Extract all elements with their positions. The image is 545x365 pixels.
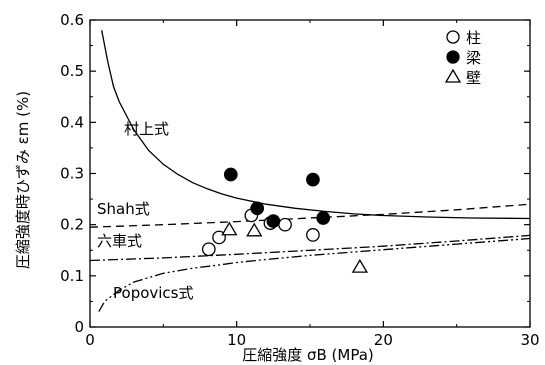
axis-ticks: 0 10 20 30 0 0.1 0.2 0.3 0.4 0.5 0.6: [60, 11, 539, 349]
y-tick-label: 0.3: [60, 165, 84, 183]
legend-label-column: 柱: [466, 29, 481, 47]
data-point-s0-4: [278, 217, 292, 232]
curve-line-1: [89, 203, 531, 228]
y-axis-title: 圧縮強度時ひずみ εm (%): [14, 91, 32, 269]
legend-marker-wall: [444, 68, 462, 83]
x-tick-label: 20: [374, 331, 393, 349]
data-point-s2-0: [221, 221, 238, 236]
data-point-s1-1: [250, 201, 265, 216]
data-point-s0-0: [201, 242, 216, 257]
y-tick-label: 0.2: [60, 216, 84, 234]
x-axis-title: 圧縮強度 σB (MPa): [242, 346, 374, 364]
y-tick-label: 0.4: [60, 113, 84, 131]
curve-label-rokusha: 六車式: [97, 232, 142, 250]
data-point-s0-5: [306, 228, 320, 242]
x-tick-label: 10: [227, 331, 246, 349]
data-point-s2-2: [351, 258, 368, 273]
curve-label-popovics: Popovics式: [113, 284, 194, 302]
legend: 柱 梁 壁: [444, 29, 481, 87]
data-point-s1-3: [306, 172, 320, 187]
curve-line-3: [98, 237, 531, 312]
curve-label-murakami: 村上式: [124, 120, 169, 138]
y-tick-label: 0.1: [60, 267, 84, 285]
x-tick-label: 30: [520, 331, 539, 349]
y-tick-label: 0: [74, 318, 84, 336]
x-tick-label: 0: [85, 331, 95, 349]
data-point-s1-4: [316, 211, 331, 225]
y-tick-label: 0.5: [60, 62, 84, 80]
data-point-s1-2: [266, 214, 281, 228]
legend-marker-beam: [446, 50, 460, 64]
data-point-s2-1: [246, 222, 263, 237]
y-tick-label: 0.6: [60, 11, 84, 29]
legend-marker-column: [446, 30, 460, 44]
curve-line-2: [89, 234, 531, 262]
data-point-s1-0: [223, 167, 238, 182]
legend-label-wall: 壁: [466, 69, 481, 87]
data-points: [201, 167, 368, 273]
curve-label-shah: Shah式: [97, 200, 150, 218]
model-curves: [89, 30, 531, 312]
legend-label-beam: 梁: [466, 49, 481, 67]
